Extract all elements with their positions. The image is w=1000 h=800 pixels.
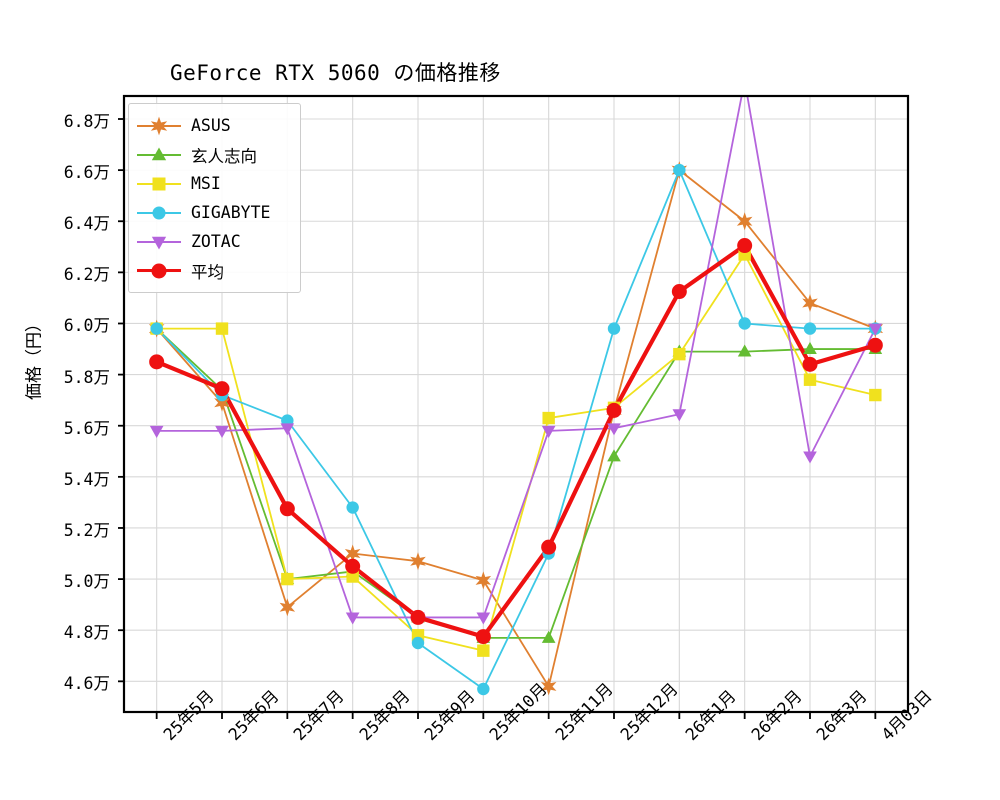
legend-item-average[interactable]: 平均 — [129, 256, 300, 285]
y-tick-label: 6.6万 — [63, 163, 110, 183]
y-tick-label: 5.6万 — [63, 418, 110, 438]
legend-swatch — [137, 230, 181, 254]
legend-swatch — [137, 172, 181, 196]
legend-label: ASUS — [191, 116, 231, 135]
legend-item-asus[interactable]: ASUS — [129, 111, 300, 140]
legend-label: 平均 — [191, 262, 224, 282]
legend-label: ZOTAC — [191, 232, 241, 251]
y-tick-label: 6.2万 — [63, 265, 110, 285]
legend-item-zotac[interactable]: ZOTAC — [129, 227, 300, 256]
legend-marker-icon — [151, 263, 167, 278]
y-tick-label: 5.4万 — [63, 469, 110, 489]
legend-label: GIGABYTE — [191, 203, 271, 222]
y-tick-label: 5.8万 — [63, 367, 110, 387]
legend-label: MSI — [191, 174, 221, 193]
legend-marker-icon — [150, 116, 168, 135]
chart-legend: ASUS 玄人志向 MSI GIGABYTE ZOTAC 平均 — [128, 103, 301, 293]
legend-marker-icon — [152, 177, 166, 190]
y-tick-label: 4.6万 — [63, 674, 110, 694]
y-tick-label: 5.0万 — [63, 572, 110, 592]
chart-title: GeForce RTX 5060 の価格推移 — [170, 61, 501, 85]
y-tick-label: 6.0万 — [63, 316, 110, 336]
legend-swatch — [137, 143, 181, 167]
legend-swatch — [137, 201, 181, 225]
legend-swatch — [137, 114, 181, 138]
y-tick-label: 6.4万 — [63, 214, 110, 234]
y-tick-label: 6.8万 — [63, 112, 110, 131]
legend-item-gigabyte[interactable]: GIGABYTE — [129, 198, 300, 227]
legend-marker-icon — [151, 147, 167, 160]
legend-item-msi[interactable]: MSI — [129, 169, 300, 198]
legend-label: 玄人志向 — [191, 146, 257, 166]
y-tick-label: 5.2万 — [63, 520, 110, 540]
legend-swatch — [137, 259, 181, 283]
legend-marker-icon — [152, 206, 166, 219]
legend-item-玄人志向[interactable]: 玄人志向 — [129, 140, 300, 169]
y-tick-label: 4.8万 — [63, 623, 110, 643]
legend-marker-icon — [151, 236, 167, 249]
